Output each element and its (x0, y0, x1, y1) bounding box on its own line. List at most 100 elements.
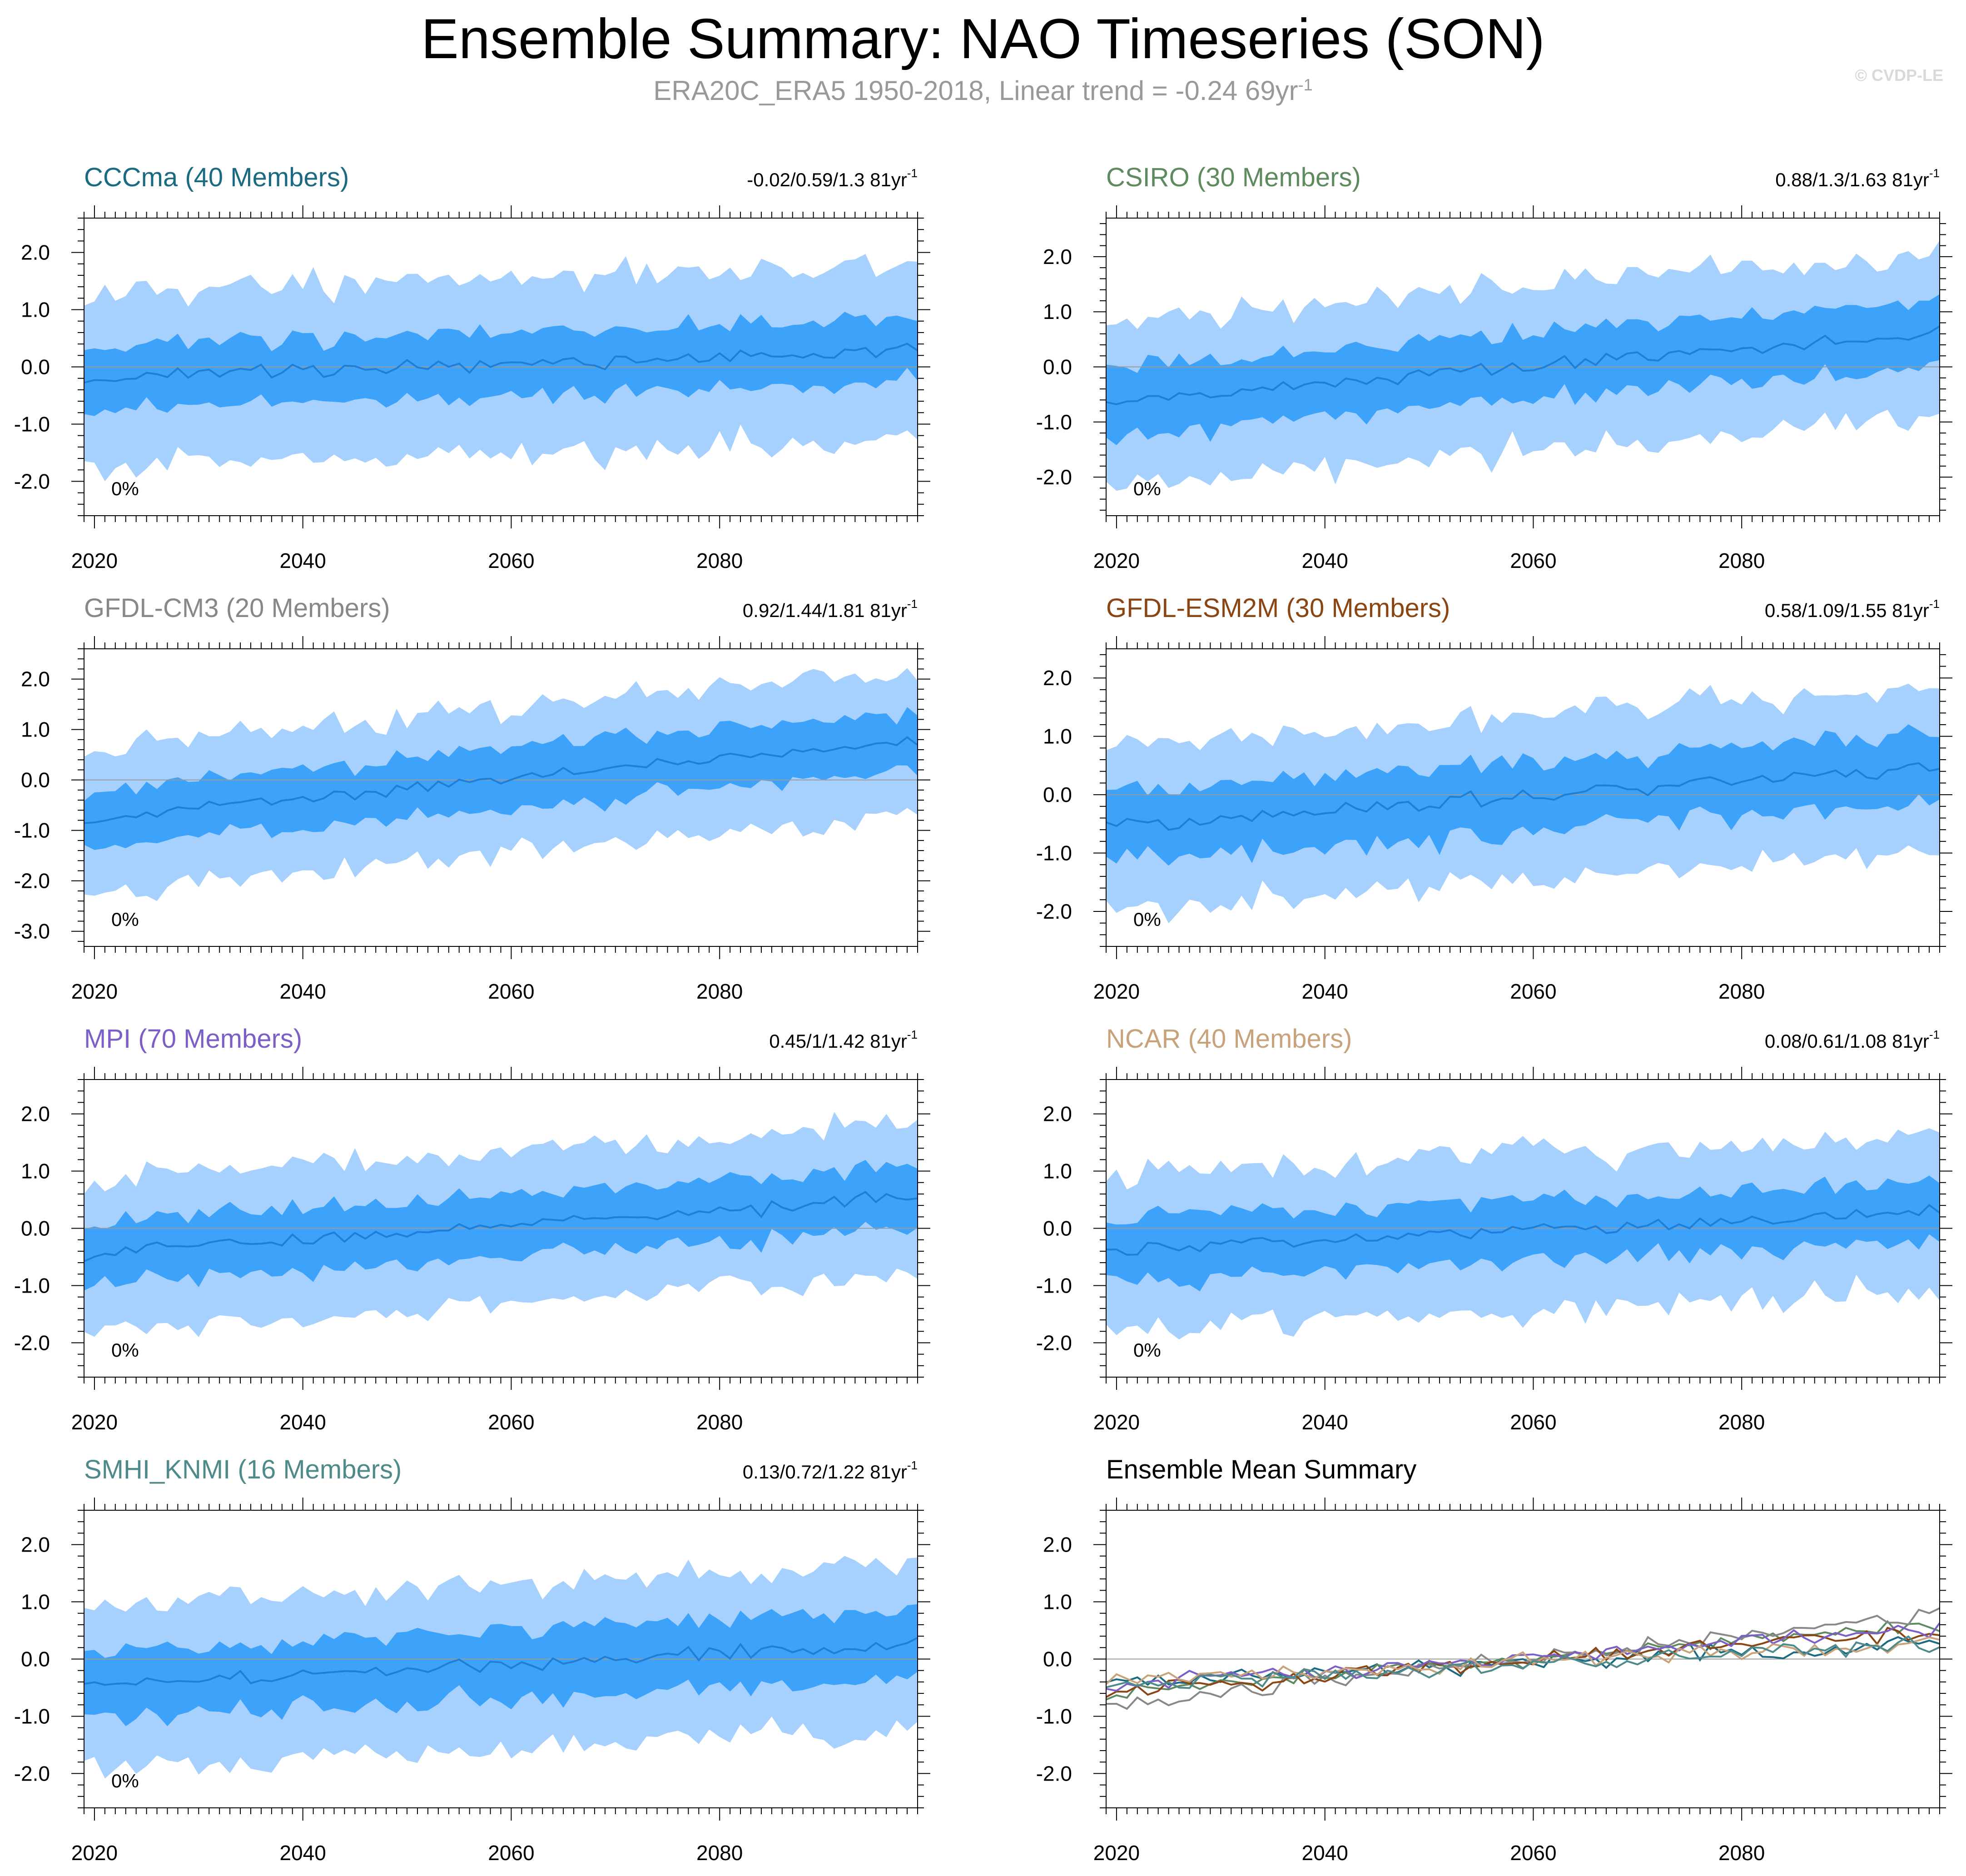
x-tick-label: 2080 (696, 1410, 743, 1434)
plot-area (84, 668, 918, 901)
ensemble-mean-line (1106, 762, 1940, 831)
x-tick-label: 2020 (1093, 1841, 1140, 1865)
x-tick-label: 2080 (696, 1841, 743, 1865)
y-tick-label: 0.0 (1043, 783, 1072, 806)
ensemble-mean-line (1106, 325, 1940, 405)
chart-panel-3: GFDL-CM3 (20 Members) 0.92/1.44/1.81 81yr… (14, 593, 930, 1003)
x-tick-label: 2040 (1302, 549, 1348, 572)
x-tick-label: 2080 (1718, 980, 1765, 1003)
x-tick-label: 2040 (280, 980, 326, 1003)
x-tick-label: 2020 (1093, 980, 1140, 1003)
y-tick-label: -2.0 (1036, 1331, 1072, 1354)
inner-range-band (84, 1604, 918, 1727)
y-tick-label: 1.0 (1043, 300, 1072, 323)
y-tick-label: 1.0 (21, 1590, 50, 1614)
chart-panel-6: NCAR (40 Members) 0.08/0.61/1.08 81yr-1 0%… (1036, 1024, 1952, 1434)
plot-area (1106, 683, 1940, 924)
trend-label: 0.92/1.44/1.81 81yr-1 (743, 597, 918, 621)
y-tick-label: -1.0 (1036, 410, 1072, 434)
y-tick-label: -1.0 (14, 412, 50, 436)
x-tick-label: 2040 (1302, 980, 1348, 1003)
x-tick-label: 2040 (280, 549, 326, 572)
plot-area (84, 1556, 918, 1779)
trend-value: 0.92/1.44/1.81 81yr (743, 600, 907, 621)
panel-title: CSIRO (30 Members) (1106, 163, 1361, 192)
y-tick-label: 0.0 (21, 1217, 50, 1240)
chart-panel-5: MPI (70 Members) 0.45/1/1.42 81yr-1 0% 2.0 1… (14, 1024, 930, 1434)
y-tick-label: 1.0 (21, 298, 50, 322)
x-tick-label: 2060 (488, 980, 534, 1003)
percent-label: 0% (111, 1339, 139, 1361)
trend-superscript: -1 (1929, 166, 1940, 180)
y-tick-label: 1.0 (21, 718, 50, 741)
x-tick-label: 2020 (71, 549, 118, 572)
plot-area (1106, 1607, 1940, 1710)
ensemble-mean-line (84, 343, 918, 384)
percent-label: 0% (1133, 909, 1161, 930)
chart-panel-2: CSIRO (30 Members) 0.88/1.3/1.63 81yr-1 0%… (1036, 163, 1952, 572)
y-tick-label: 0.0 (1043, 1217, 1072, 1240)
plot-area (84, 1112, 918, 1337)
ensemble-mean-line (84, 736, 918, 824)
y-tick-label: -1.0 (1036, 841, 1072, 865)
x-tick-label: 2020 (71, 1410, 118, 1434)
series-line-mpi (1106, 1622, 1940, 1692)
x-tick-label: 2040 (280, 1841, 326, 1865)
x-tick-label: 2060 (1510, 549, 1556, 572)
panel-title: MPI (70 Members) (84, 1024, 302, 1054)
y-tick-label: 0.0 (1043, 1647, 1072, 1671)
trend-superscript: -1 (907, 166, 918, 180)
y-tick-label: 2.0 (21, 241, 50, 264)
chart-panel-8: Ensemble Mean Summary 2.0 1.0 0.0 -1.0 -2.0 20… (1036, 1455, 1952, 1865)
trend-value: 0.45/1/1.42 81yr (769, 1030, 907, 1052)
panel-title: Ensemble Mean Summary (1106, 1455, 1416, 1484)
y-tick-label: 1.0 (1043, 725, 1072, 748)
percent-label: 0% (111, 478, 139, 499)
trend-superscript: -1 (907, 597, 918, 611)
subtitle-superscript: -1 (1298, 75, 1313, 94)
y-tick-label: -2.0 (14, 869, 50, 893)
trend-value: 0.88/1.3/1.63 81yr (1775, 169, 1929, 190)
series-line-smhi_knmi (1106, 1635, 1940, 1689)
trend-value: 0.58/1.09/1.55 81yr (1765, 600, 1929, 621)
percent-label: 0% (111, 1770, 139, 1791)
y-tick-label: -3.0 (14, 920, 50, 943)
panel-title: GFDL-ESM2M (30 Members) (1106, 593, 1450, 623)
trend-superscript: -1 (1929, 1028, 1940, 1041)
x-tick-label: 2040 (280, 1410, 326, 1434)
plot-area (1106, 1128, 1940, 1340)
page-title: Ensemble Summary: NAO Timeseries (SON) (421, 8, 1545, 70)
trend-label: 0.08/0.61/1.08 81yr-1 (1765, 1028, 1940, 1052)
x-tick-label: 2040 (1302, 1410, 1348, 1434)
y-tick-label: -2.0 (1036, 465, 1072, 489)
trend-label: 0.58/1.09/1.55 81yr-1 (1765, 597, 1940, 621)
x-tick-label: 2080 (1718, 549, 1765, 572)
percent-label: 0% (1133, 478, 1161, 499)
trend-superscript: -1 (907, 1028, 918, 1041)
x-tick-label: 2020 (71, 1841, 118, 1865)
x-tick-label: 2060 (1510, 1410, 1556, 1434)
x-tick-label: 2060 (1510, 1841, 1556, 1865)
plot-area (1106, 240, 1940, 491)
series-line-ncar (1106, 1636, 1940, 1685)
y-tick-label: 2.0 (1043, 245, 1072, 269)
y-tick-label: 0.0 (21, 768, 50, 792)
trend-label: 0.88/1.3/1.63 81yr-1 (1775, 166, 1940, 190)
trend-label: 0.45/1/1.42 81yr-1 (769, 1028, 918, 1052)
chart-panel-7: SMHI_KNMI (16 Members) 0.13/0.72/1.22 81y… (14, 1455, 930, 1865)
y-tick-label: -2.0 (1036, 900, 1072, 923)
y-tick-label: -1.0 (14, 1704, 50, 1728)
inner-range-band (84, 707, 918, 850)
y-tick-label: 2.0 (21, 667, 50, 691)
x-tick-label: 2060 (488, 1841, 534, 1865)
y-tick-label: 1.0 (1043, 1159, 1072, 1183)
trend-value: 0.13/0.72/1.22 81yr (743, 1461, 907, 1483)
x-tick-label: 2060 (488, 549, 534, 572)
x-tick-label: 2020 (1093, 549, 1140, 572)
percent-label: 0% (111, 909, 139, 930)
y-tick-label: 2.0 (1043, 666, 1072, 690)
plot-area (84, 254, 918, 482)
watermark-text: © CVDP-LE (1855, 66, 1943, 85)
y-tick-label: -2.0 (14, 1331, 50, 1354)
